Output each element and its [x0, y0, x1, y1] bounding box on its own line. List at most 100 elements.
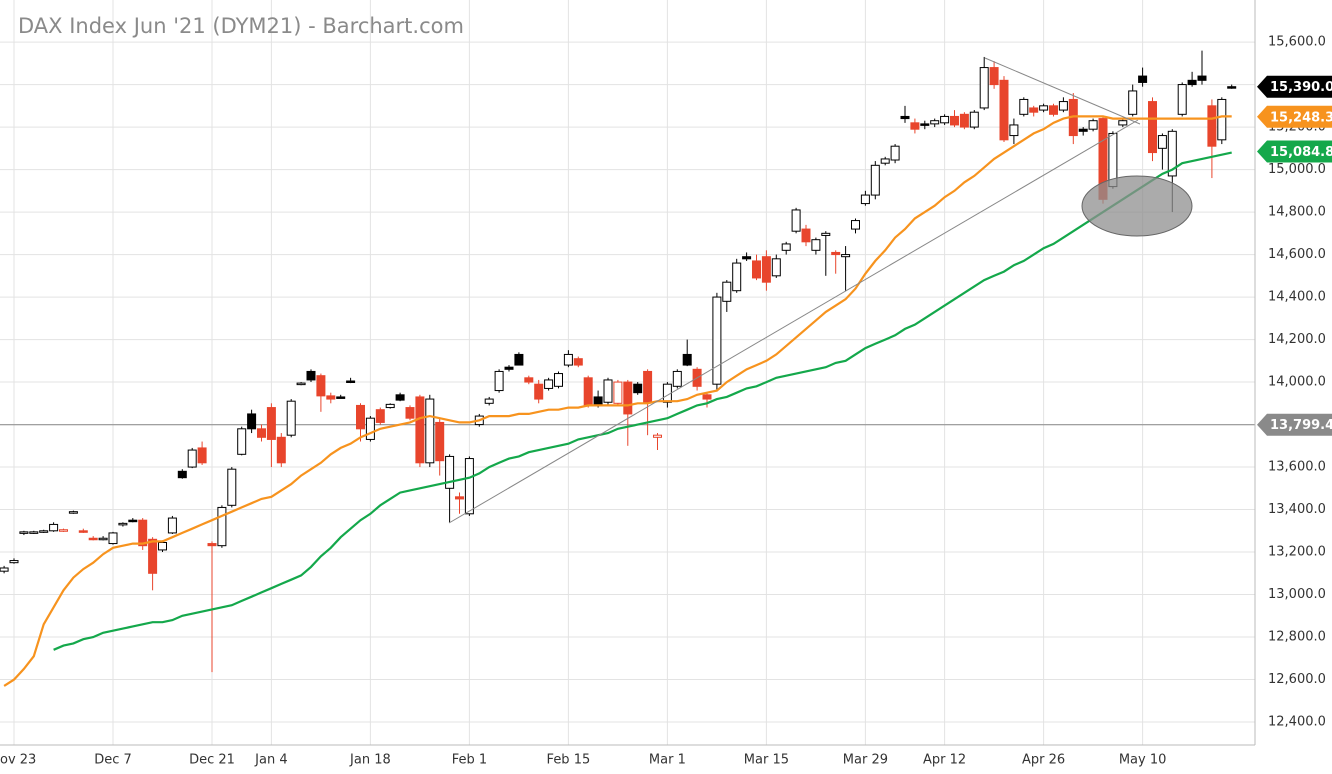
- x-tick-label: Dec 7: [94, 753, 132, 768]
- candle-body: [573, 358, 583, 366]
- y-tick-label: 12,800.0: [1268, 630, 1326, 645]
- candle-body: [9, 560, 19, 564]
- candle-body: [722, 281, 732, 302]
- candle-body: [1217, 98, 1227, 141]
- candle-body: [890, 145, 900, 161]
- candle-body: [316, 375, 326, 397]
- candle-body: [217, 506, 227, 547]
- y-tick-label: 15,600.0: [1268, 35, 1326, 50]
- candle-body: [39, 530, 49, 533]
- candle-body: [791, 209, 801, 232]
- price-tag-label: 15,084.8: [1270, 145, 1332, 160]
- candle-body: [1058, 101, 1068, 111]
- candle-body: [1029, 107, 1039, 113]
- y-tick-label: 14,800.0: [1268, 205, 1326, 220]
- candle-body: [979, 67, 989, 109]
- candle-body: [257, 428, 266, 438]
- candle-body: [167, 517, 177, 534]
- candle-body: [1019, 98, 1029, 115]
- x-tick-label: Mar 1: [649, 753, 686, 768]
- candle-body: [247, 413, 257, 430]
- candle-body: [494, 370, 504, 392]
- candle-body: [1227, 86, 1237, 89]
- moving-average-line: [3, 115, 1232, 687]
- candle-body: [1049, 105, 1058, 115]
- candle-body: [59, 529, 68, 532]
- candle-body: [712, 296, 722, 385]
- candle-body: [504, 366, 514, 370]
- candle-body: [1088, 120, 1098, 130]
- candle-body: [534, 383, 544, 400]
- candle-body: [346, 380, 356, 383]
- highlight-ellipse: [1081, 175, 1193, 237]
- candle-body: [148, 538, 158, 574]
- candle-body: [296, 382, 306, 386]
- candle-body: [554, 373, 563, 387]
- x-tick-label: Apr 12: [923, 753, 966, 768]
- candle-body: [603, 379, 613, 403]
- candle-body: [336, 396, 346, 399]
- candle-body: [435, 421, 445, 462]
- candle-body: [98, 537, 108, 541]
- candle-body: [177, 470, 187, 479]
- candle-body: [524, 377, 534, 383]
- candle-body: [752, 260, 761, 279]
- candle-body: [841, 254, 851, 258]
- candle-body: [900, 115, 910, 120]
- y-tick-label: 14,200.0: [1268, 332, 1326, 347]
- candle-body: [593, 396, 603, 406]
- price-tag: [1257, 105, 1332, 128]
- candle-body: [732, 262, 742, 292]
- candle-body: [999, 79, 1009, 141]
- candle-body: [49, 523, 59, 532]
- candle-body: [811, 239, 821, 251]
- candle-body: [1039, 105, 1049, 111]
- trend-line: [448, 119, 1139, 524]
- candle-body: [286, 400, 296, 436]
- candle-body: [19, 531, 29, 534]
- candle-body: [207, 543, 217, 547]
- candle-body: [445, 455, 455, 489]
- y-tick-label: 15,000.0: [1268, 162, 1326, 177]
- y-tick-label: 13,400.0: [1268, 502, 1326, 517]
- price-tag-label: 13,799.4: [1270, 418, 1332, 433]
- candle-body: [1138, 75, 1148, 83]
- price-tag: [1257, 140, 1332, 163]
- candle-body: [375, 409, 385, 423]
- candle-body: [415, 396, 425, 464]
- candle-body: [920, 123, 930, 126]
- candle-body: [771, 258, 781, 277]
- candle-body: [880, 158, 890, 164]
- candle-body: [326, 395, 336, 400]
- candle-body: [88, 537, 98, 541]
- x-tick-label: Mar 15: [744, 753, 789, 768]
- candle-body: [425, 398, 435, 464]
- price-tag: [1257, 413, 1332, 436]
- candle-body: [781, 243, 791, 251]
- candle-body: [860, 194, 870, 205]
- candle-body: [1118, 120, 1128, 126]
- candle-body: [306, 370, 316, 381]
- y-tick-label: 12,400.0: [1268, 715, 1326, 730]
- candle-body: [969, 111, 979, 128]
- candle-body: [1157, 135, 1167, 149]
- candle-body: [672, 370, 682, 387]
- x-tick-label: Feb 1: [452, 753, 487, 768]
- candle-body: [1197, 75, 1207, 81]
- candle-body: [356, 404, 365, 430]
- y-tick-label: 14,000.0: [1268, 375, 1326, 390]
- candle-body: [1167, 130, 1177, 177]
- candle-body: [950, 115, 959, 126]
- candle-body: [1128, 90, 1138, 115]
- x-tick-label: May 10: [1119, 753, 1167, 768]
- candle-body: [68, 511, 78, 514]
- y-tick-label: 14,600.0: [1268, 247, 1326, 262]
- y-tick-label: 13,000.0: [1268, 587, 1326, 602]
- candle-body: [365, 417, 375, 440]
- x-tick-label: Dec 21: [189, 753, 235, 768]
- candle-body: [1148, 101, 1157, 154]
- y-tick-label: 13,600.0: [1268, 460, 1326, 475]
- x-tick-label: ov 23: [0, 753, 36, 768]
- candle-body: [464, 458, 474, 515]
